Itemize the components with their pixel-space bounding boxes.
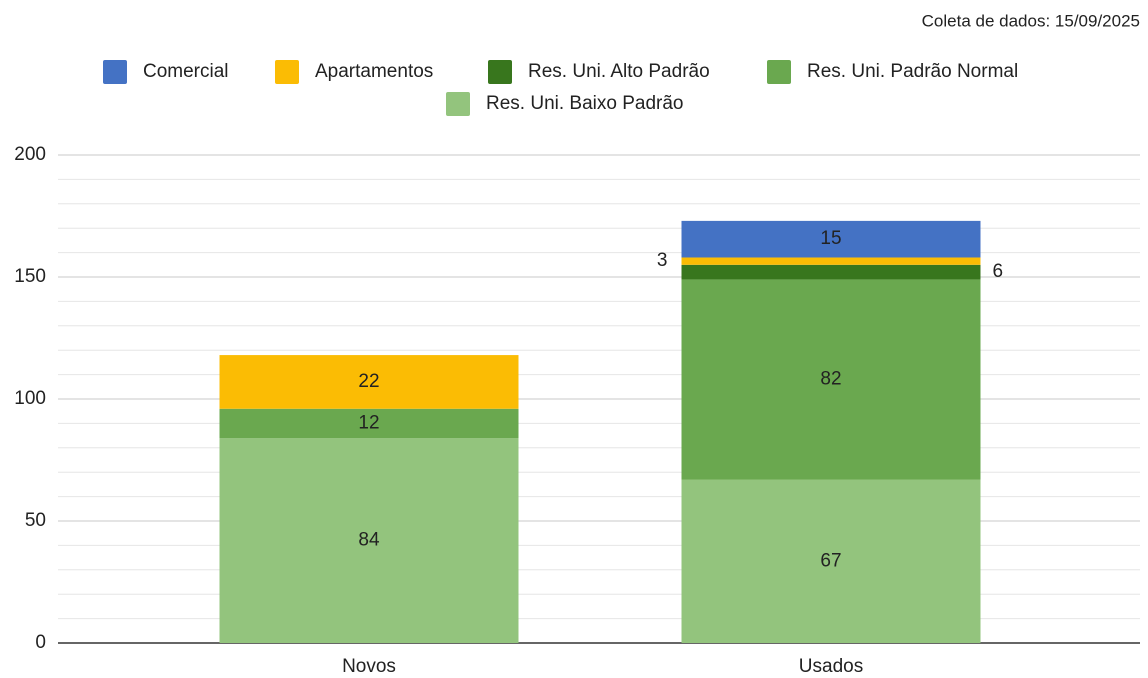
bar-segment — [219, 438, 519, 643]
data-label: 84 — [358, 530, 380, 551]
data-label: 3 — [657, 250, 668, 271]
legend-swatch — [446, 92, 470, 116]
bar-segment — [219, 408, 519, 439]
data-label: 15 — [820, 228, 841, 249]
bar-segment — [681, 279, 981, 480]
data-label: 12 — [358, 412, 379, 433]
y-tick-label: 100 — [14, 388, 46, 409]
chart-subtitle: Coleta de dados: 15/09/2025 — [922, 11, 1140, 30]
data-label: 67 — [820, 550, 841, 571]
legend-label: Res. Uni. Padrão Normal — [807, 61, 1018, 82]
y-tick-label: 200 — [14, 144, 46, 165]
y-tick-label: 0 — [35, 632, 46, 653]
data-label: 6 — [993, 261, 1004, 282]
legend-label: Comercial — [143, 61, 229, 82]
x-tick-label: Novos — [342, 656, 396, 677]
legend-label: Res. Uni. Alto Padrão — [528, 61, 710, 82]
x-tick-label: Usados — [799, 656, 863, 677]
legend-swatch — [103, 60, 127, 84]
data-label: 82 — [820, 368, 841, 389]
bar-segment — [681, 220, 981, 258]
y-tick-label: 150 — [14, 266, 46, 287]
bar-segment — [681, 257, 981, 265]
legend-swatch — [275, 60, 299, 84]
bar-segment — [681, 479, 981, 643]
bar-segment — [681, 264, 981, 280]
legend-label: Res. Uni. Baixo Padrão — [486, 93, 684, 114]
legend-label: Apartamentos — [315, 61, 433, 82]
legend-swatch — [488, 60, 512, 84]
y-tick-label: 50 — [25, 510, 46, 531]
bar-segment — [219, 355, 519, 409]
legend-swatch — [767, 60, 791, 84]
data-label: 22 — [358, 371, 379, 392]
